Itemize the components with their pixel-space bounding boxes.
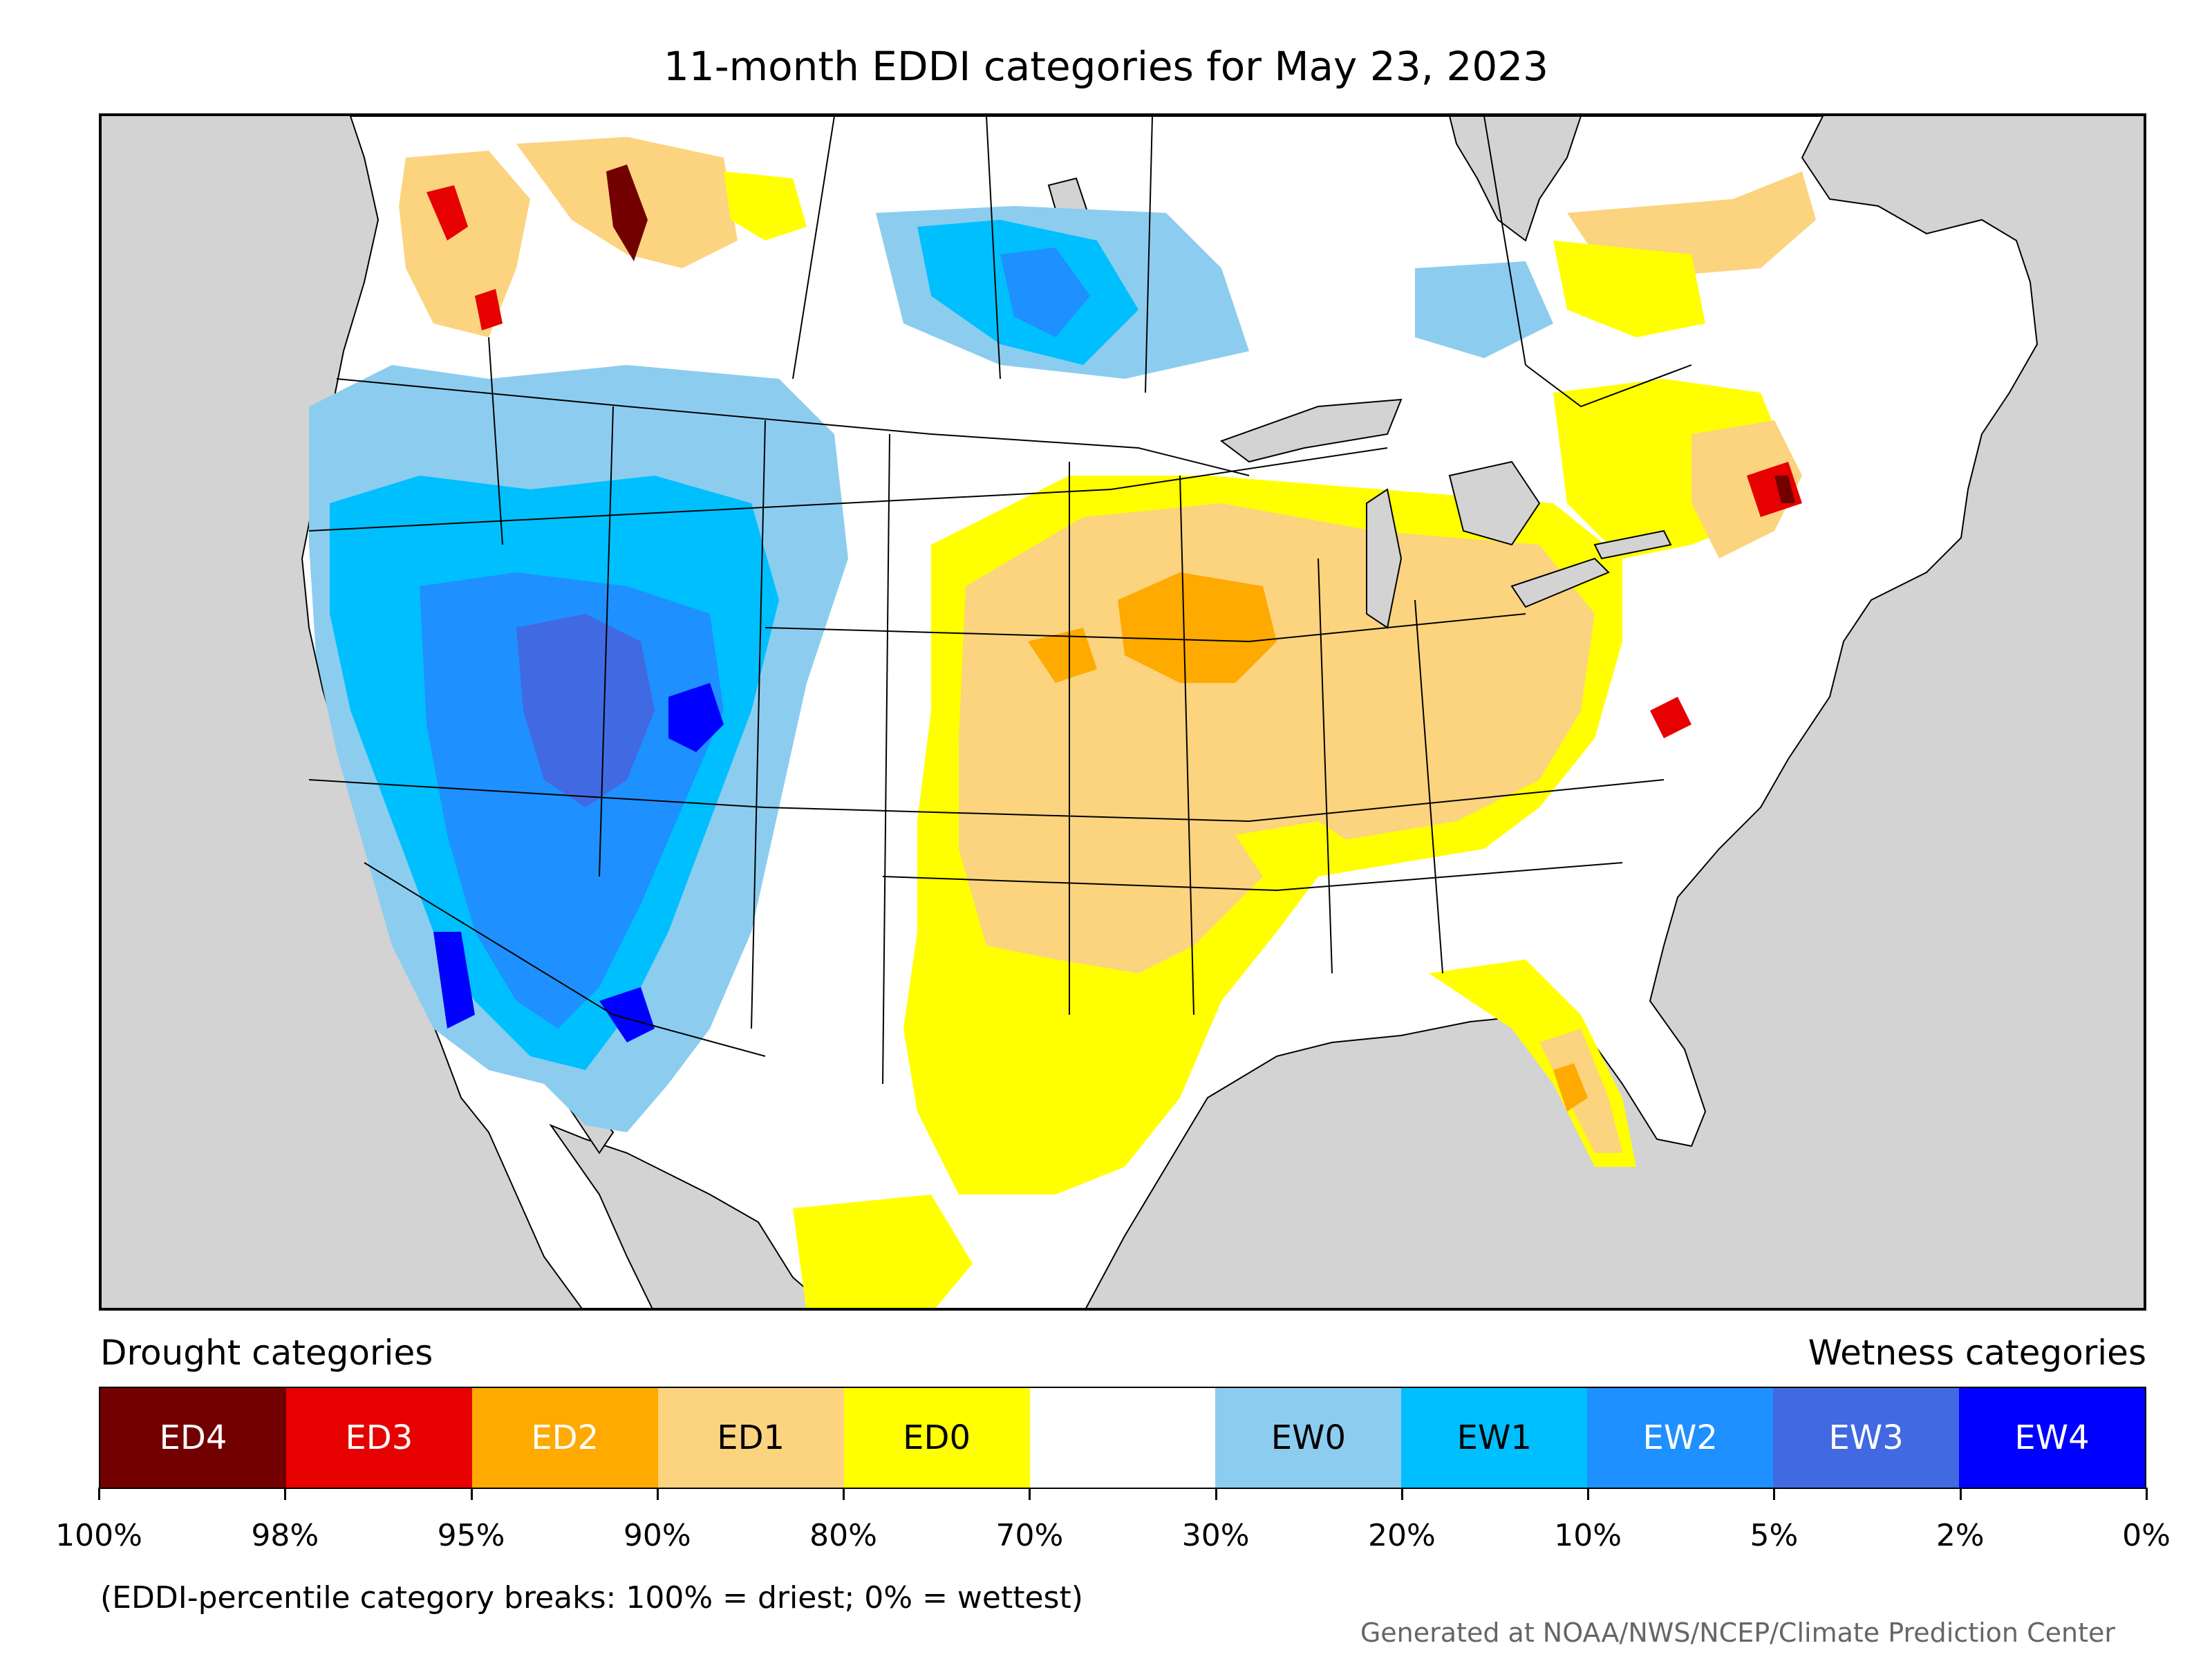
drought-categories-label: Drought categories [100,1333,433,1373]
legend-tick [1400,1488,1403,1500]
legend-tick [656,1488,659,1500]
legend-ticks [98,1488,2148,1501]
legend-tick [1773,1488,1776,1500]
legend-tick [470,1488,473,1500]
legend-tick [2146,1488,2148,1500]
legend-cell-ew1: EW1 [1401,1388,1588,1488]
credit-text: Generated at NOAA/NWS/NCEP/Climate Predi… [1360,1618,2115,1648]
map-canvas [102,116,2144,1308]
legend-tick-label: 90% [623,1518,691,1553]
legend-cell-ed3: ED3 [285,1388,472,1488]
map-title: 11-month EDDI categories for May 23, 202… [663,43,1549,90]
legend-tick [1215,1488,1217,1500]
category-note: (EDDI-percentile category breaks: 100% =… [100,1580,1083,1615]
legend-tick-label: 98% [251,1518,319,1553]
legend-tick-label: 2% [1936,1518,1985,1553]
legend-tick-label: 95% [437,1518,505,1553]
legend-cell-ew2: EW2 [1587,1388,1774,1488]
legend-tick-label: 0% [2122,1518,2171,1553]
political-boundaries [308,116,1692,1085]
legend-cell-ed4: ED4 [100,1388,286,1488]
color-legend: ED4 ED3 ED2 ED1 ED0 EW0 EW1 EW2 EW3 EW4 [99,1387,2146,1489]
legend-tick-label: 80% [809,1518,877,1553]
legend-tick-label: 5% [1750,1518,1799,1553]
legend-tick [1959,1488,1962,1500]
legend-cell-normal [1029,1388,1216,1488]
legend-cell-ew3: EW3 [1773,1388,1960,1488]
legend-tick [1587,1488,1590,1500]
legend-tick-label: 30% [1181,1518,1250,1553]
drought-areas [399,137,1816,1308]
legend-tick-label: 100% [55,1518,142,1553]
legend-cell-ew4: EW4 [1959,1388,2145,1488]
legend-tick [1029,1488,1031,1500]
eddi-map [99,113,2146,1311]
legend-tick-label: 20% [1368,1518,1436,1553]
legend-cell-ed0: ED0 [843,1388,1030,1488]
legend-tick [98,1488,100,1500]
legend-tick [284,1488,287,1500]
legend-tick-label: 10% [1554,1518,1622,1553]
legend-cell-ed2: ED2 [471,1388,658,1488]
great-lakes [1219,398,1672,629]
legend-tick [843,1488,845,1500]
hudson-bay [1448,116,1582,242]
wetness-areas [309,206,1553,1132]
wetness-categories-label: Wetness categories [1808,1333,2146,1373]
legend-tick-label: 70% [995,1518,1064,1553]
legend-cell-ed1: ED1 [657,1388,844,1488]
legend-cell-ew0: EW0 [1215,1388,1402,1488]
